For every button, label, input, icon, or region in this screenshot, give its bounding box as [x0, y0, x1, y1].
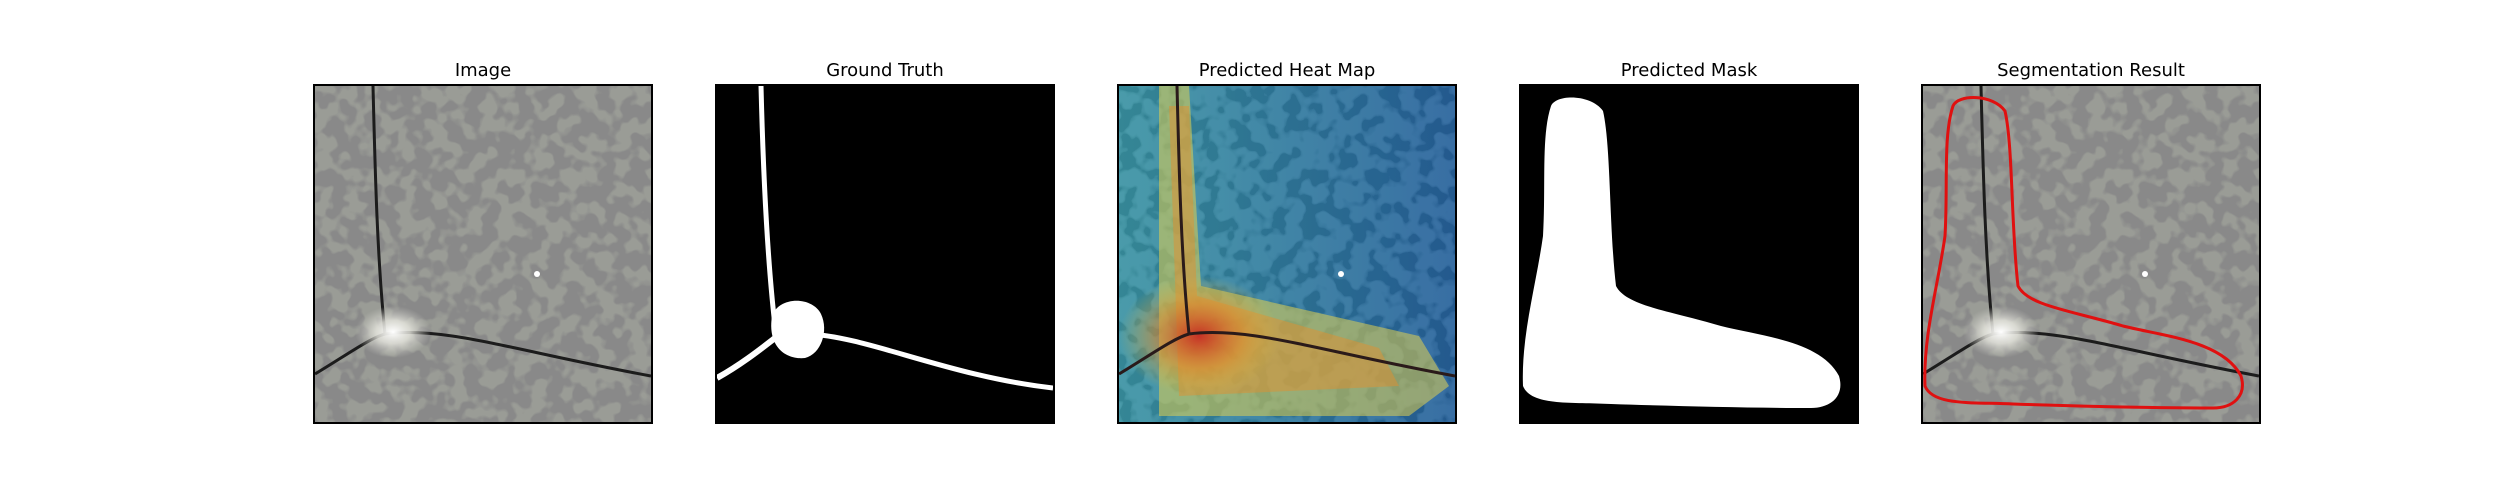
panel-title: Image: [454, 60, 512, 81]
panel-title: Segmentation Result: [1997, 60, 2185, 81]
panel-title: Predicted Mask: [1620, 60, 1758, 81]
panel-title: Ground Truth: [826, 60, 944, 81]
panel-segmentation-result: Segmentation Result: [1921, 0, 2261, 500]
binary-mask-image: [1519, 84, 1859, 424]
panel-title: Predicted Heat Map: [1198, 60, 1376, 81]
grayscale-surface-image: [313, 84, 653, 424]
panel-predicted-mask: Predicted Mask: [1519, 0, 1859, 500]
panel-heat-map: Predicted Heat Map: [1117, 0, 1457, 500]
panel-image: Image: [313, 0, 653, 500]
binary-mask-image: [715, 84, 1055, 424]
panel-ground-truth: Ground Truth: [715, 0, 1055, 500]
contour-overlay-image: [1921, 84, 2261, 424]
heatmap-overlay-image: [1117, 84, 1457, 424]
